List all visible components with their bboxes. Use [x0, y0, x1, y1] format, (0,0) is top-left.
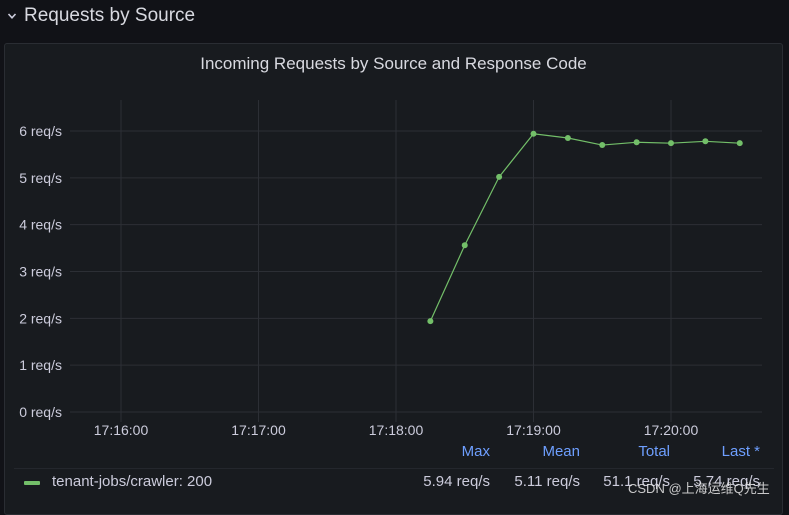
- series-line: [429, 133, 740, 322]
- x-tick-label: 17:20:00: [644, 422, 699, 438]
- y-tick-label: 1 req/s: [19, 357, 62, 373]
- legend-header-total[interactable]: Total: [638, 443, 670, 460]
- legend-value-max: 5.94 req/s: [423, 473, 490, 490]
- legend-series-name[interactable]: tenant-jobs/crawler: 200: [52, 473, 213, 490]
- x-tick-label: 17:19:00: [506, 422, 561, 438]
- data-point: [599, 142, 606, 149]
- data-point: [461, 242, 468, 249]
- data-point: [702, 138, 709, 145]
- legend-series-color-swatch[interactable]: [24, 481, 40, 485]
- data-point: [564, 135, 571, 142]
- y-tick-label: 0 req/s: [19, 404, 62, 420]
- data-point: [633, 139, 640, 146]
- legend-value-total: 51.1 req/s: [603, 473, 670, 490]
- legend-value-last: 5.74 req/s: [693, 473, 760, 490]
- graph-panel: Incoming Requests by Source and Response…: [4, 43, 783, 515]
- data-point: [427, 318, 434, 325]
- data-point: [530, 130, 537, 137]
- data-point: [736, 140, 743, 147]
- line-chart[interactable]: 0 req/s 1 req/s 2 req/s 3 req/s 4 req/s 5 req…: [0, 0, 789, 501]
- panel-title[interactable]: Incoming Requests by Source and Response…: [200, 54, 587, 73]
- y-tick-label: 5 req/s: [19, 170, 62, 186]
- row-collapse-toggle[interactable]: Requests by Source: [6, 2, 195, 30]
- y-tick-label: 4 req/s: [19, 217, 62, 233]
- x-tick-label: 17:16:00: [94, 422, 149, 438]
- y-tick-label: 6 req/s: [19, 123, 62, 139]
- data-point: [668, 140, 674, 147]
- x-tick-label: 17:17:00: [231, 422, 286, 438]
- data-point: [496, 173, 503, 180]
- legend-value-mean: 5.11 req/s: [514, 473, 580, 490]
- legend-header-max[interactable]: Max: [461, 443, 490, 460]
- legend-header-last[interactable]: Last *: [721, 443, 760, 460]
- legend-header-mean[interactable]: Mean: [542, 443, 580, 460]
- chevron-down-icon: [6, 10, 18, 22]
- watermark-text: CSDN @上海运维Q先生: [628, 481, 770, 496]
- y-tick-label: 2 req/s: [19, 310, 62, 326]
- legend-row[interactable]: tenant-jobs/crawler: 200 5.94 req/s 5.11…: [14, 468, 774, 493]
- y-tick-label: 3 req/s: [19, 264, 62, 280]
- x-tick-label: 17:18:00: [369, 422, 424, 438]
- row-title: Requests by Source: [24, 5, 196, 26]
